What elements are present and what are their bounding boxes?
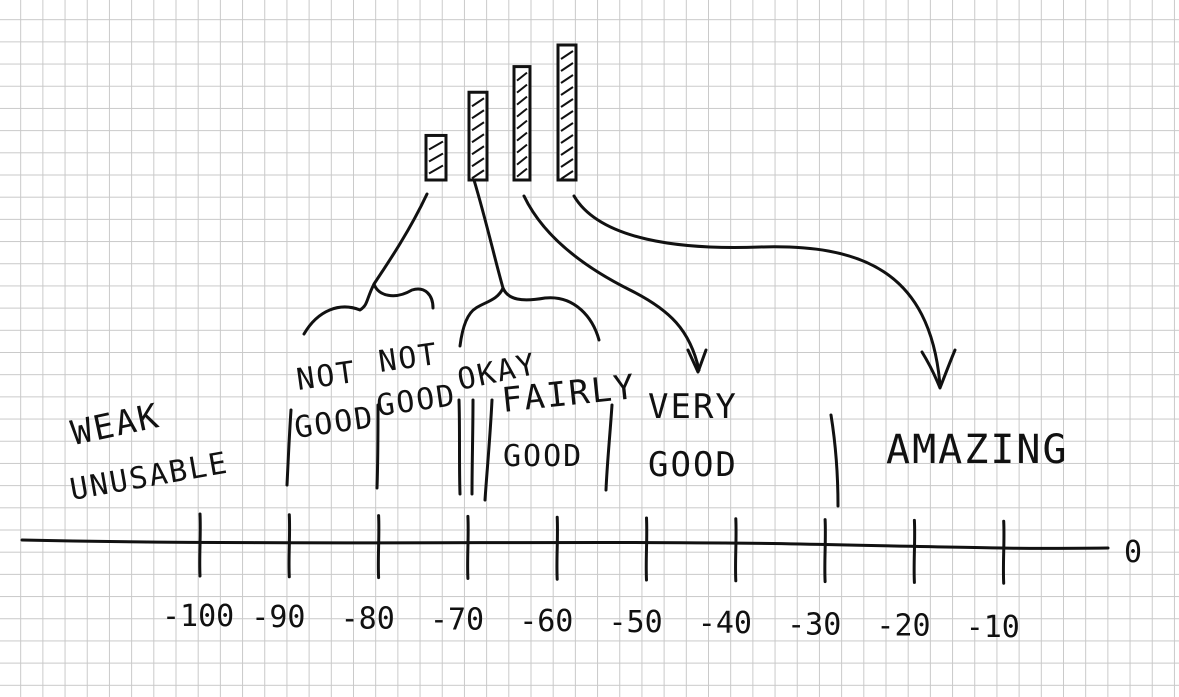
arrow-very-good	[522, 194, 701, 372]
axis-tick	[1001, 519, 1006, 585]
axis-tick	[823, 518, 827, 584]
bar-hatching	[471, 97, 485, 180]
category-fairly-good-line2: GOOD	[503, 439, 583, 474]
bar-hatching	[428, 140, 444, 175]
axis-tick-label: -40	[698, 606, 752, 641]
arrow-amazing	[572, 194, 942, 387]
bar-hatching	[560, 50, 574, 180]
axis-tick	[734, 517, 738, 583]
axis-tick-label: -60	[519, 604, 573, 639]
axis-tick-label: -90	[251, 600, 305, 635]
category-labels: WEAK UNUSABLE NOT GOOD NOT GOOD OKAY FAI…	[67, 337, 1069, 508]
category-dividers	[285, 398, 840, 508]
axis-tick	[466, 514, 470, 580]
divider	[285, 408, 293, 487]
axis-tick	[555, 515, 559, 581]
axis-line	[20, 538, 1110, 550]
axis-end-label: 0	[1124, 535, 1142, 570]
axis-tick	[287, 513, 292, 579]
divider	[604, 403, 614, 492]
axis-tick-label: -10	[966, 610, 1020, 645]
axis-ticks: -100 -90 -80 -70 -60 -50 -40 -30 -20 -10	[162, 512, 1020, 645]
category-not-good-b-line2: GOOD	[374, 378, 458, 424]
axis-tick	[198, 512, 202, 578]
arrow-head-very-good	[686, 348, 708, 374]
axis-tick-label: -70	[430, 603, 484, 638]
category-weak-line1: WEAK	[68, 396, 164, 454]
divider	[470, 398, 475, 496]
bar-group	[424, 43, 578, 182]
axis-tick	[644, 516, 649, 582]
divider	[457, 398, 462, 496]
divider	[829, 413, 840, 508]
category-very-good-line1: VERY	[648, 387, 738, 427]
category-not-good-a-line2: GOOD	[292, 400, 376, 446]
category-amazing-line1: AMAZING	[886, 427, 1069, 473]
axis-tick	[376, 514, 381, 580]
divider	[483, 398, 494, 502]
bar-hatching	[516, 71, 528, 178]
arrow-head-amazing	[920, 348, 957, 390]
axis-tick-label: -30	[787, 607, 841, 642]
category-not-good-a-line1: NOT	[294, 355, 358, 398]
bar	[512, 65, 532, 182]
bar	[556, 43, 578, 182]
axis-tick-label: -20	[876, 609, 930, 644]
axis-tick-label: -100	[162, 599, 234, 634]
divider	[375, 403, 380, 490]
brace-okay-fairly	[458, 178, 601, 348]
axis-tick-label: -80	[341, 601, 395, 636]
brace-not-good	[302, 192, 435, 336]
axis-tick-label: -50	[609, 605, 663, 640]
category-weak-line2: UNUSABLE	[67, 446, 231, 508]
category-not-good-b-line1: NOT	[376, 337, 440, 380]
category-very-good-line2: GOOD	[648, 445, 738, 485]
axis-tick	[912, 518, 917, 584]
connectors	[302, 178, 957, 390]
